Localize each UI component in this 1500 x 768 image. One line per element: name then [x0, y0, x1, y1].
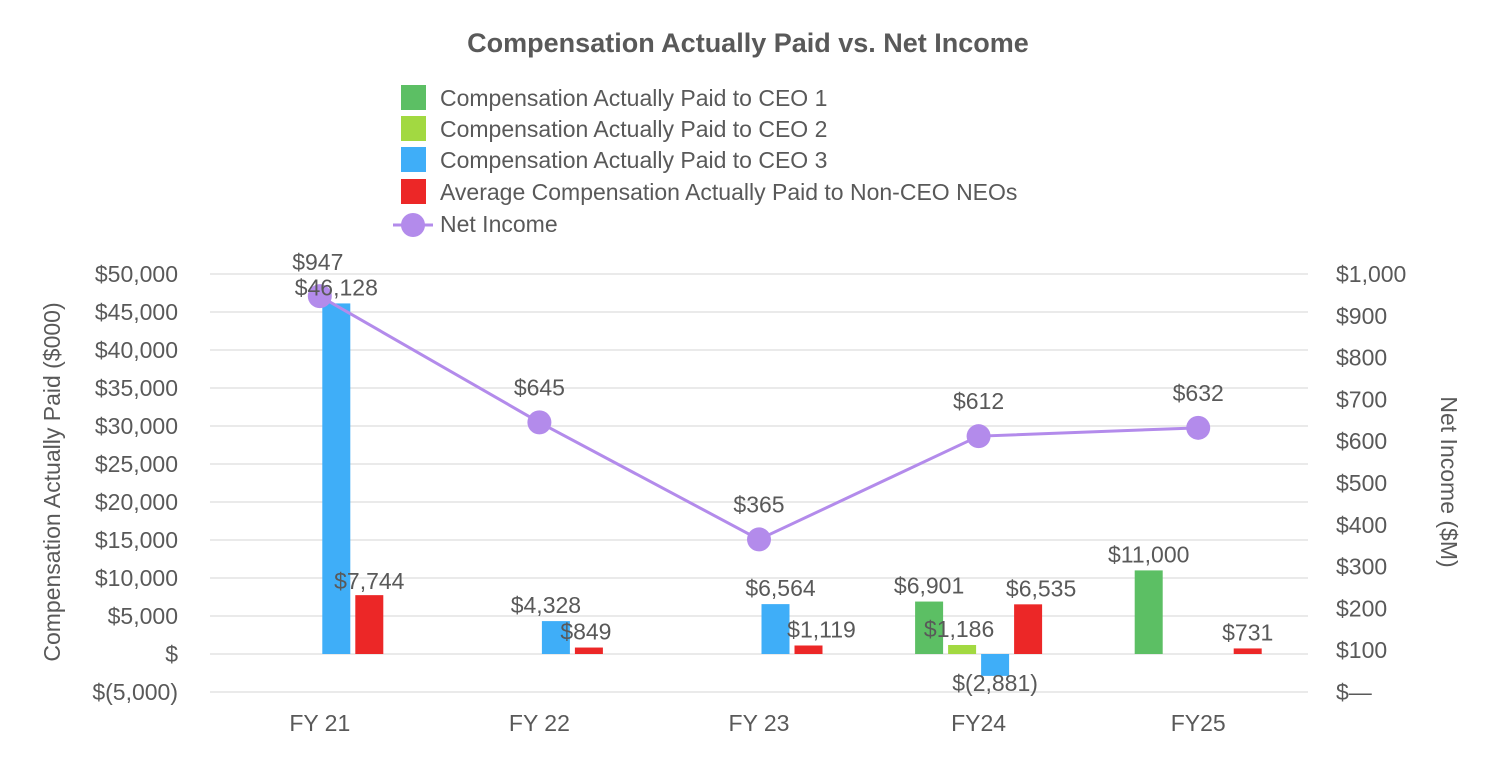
x-tick-label: FY24 — [951, 710, 1006, 736]
bar-data-label: $4,328 — [511, 592, 581, 618]
bar — [541, 621, 570, 654]
y-tick-label-right: $500 — [1336, 470, 1387, 496]
bar — [1134, 570, 1163, 654]
y-tick-label-left: $25,000 — [95, 451, 178, 477]
bar — [794, 645, 823, 654]
y-tick-label-right: $— — [1336, 679, 1372, 705]
line-data-label: $632 — [1173, 380, 1224, 406]
bar-data-label: $(2,881) — [952, 670, 1038, 696]
legend-label-ceo2: Compensation Actually Paid to CEO 2 — [440, 116, 827, 142]
legend: Compensation Actually Paid to CEO 1 Comp… — [393, 85, 1017, 237]
net-income-point — [527, 410, 552, 435]
y-tick-label-right: $800 — [1336, 345, 1387, 371]
y-axis-right-ticks: $1,000 $900 $800 $700 $600 $500 $400 $300 $200 $1… — [1336, 261, 1406, 705]
y-tick-label-right: $900 — [1336, 303, 1387, 329]
legend-marker-net-income — [401, 213, 425, 237]
y-tick-label-left: $40,000 — [95, 337, 178, 363]
y-axis-left-title: Compensation Actually Paid ($000) — [39, 302, 65, 661]
bar-data-label: $6,535 — [1006, 575, 1076, 601]
y-tick-label-right: $600 — [1336, 428, 1387, 454]
net-income-point — [1186, 415, 1211, 440]
x-tick-label: FY 21 — [289, 710, 350, 736]
legend-swatch-ceo3 — [401, 147, 426, 172]
line-data-label: $612 — [953, 388, 1004, 414]
legend-label-ceo3: Compensation Actually Paid to CEO 3 — [440, 147, 827, 173]
y-tick-label-right: $700 — [1336, 386, 1387, 412]
bar-data-label: $1,119 — [787, 616, 856, 642]
legend-label-net-income: Net Income — [440, 211, 558, 237]
bar — [1233, 648, 1262, 654]
bar-data-label: $11,000 — [1108, 541, 1189, 567]
legend-swatch-non-ceo-neos — [401, 179, 426, 204]
y-tick-label-left: $45,000 — [95, 299, 178, 325]
x-axis-ticks: FY 21 FY 22 FY 23 FY24 FY25 — [289, 710, 1225, 736]
x-tick-label: FY25 — [1171, 710, 1226, 736]
line-data-label: $645 — [514, 374, 565, 400]
y-tick-label-right: $300 — [1336, 554, 1387, 580]
y-tick-label-right: $1,000 — [1336, 261, 1406, 287]
bar-data-label: $46,128 — [295, 274, 378, 300]
net-income-line-group — [307, 284, 1211, 552]
bar — [322, 303, 351, 654]
gridlines — [210, 273, 1308, 693]
bar-data-label: $7,744 — [334, 568, 405, 594]
x-tick-label: FY 23 — [729, 710, 790, 736]
data-labels: $6,901 $11,000 $1,186 $46,128 $4,328 $6,564 $(… — [292, 249, 1273, 696]
y-tick-label-right: $200 — [1336, 595, 1387, 621]
bar-data-label: $6,564 — [745, 575, 816, 601]
y-tick-label-left: $50,000 — [95, 261, 178, 287]
x-tick-label: FY 22 — [509, 710, 570, 736]
bar — [355, 595, 384, 654]
net-income-point — [966, 424, 991, 449]
bar-data-label: $731 — [1222, 619, 1273, 645]
bar-data-label: $1,186 — [924, 616, 994, 642]
y-tick-label-left: $10,000 — [95, 565, 178, 591]
y-tick-label-left: $30,000 — [95, 413, 178, 439]
bar — [574, 647, 603, 654]
y-tick-label-left: $(5,000) — [92, 679, 178, 705]
legend-label-non-ceo-neos: Average Compensation Actually Paid to No… — [440, 179, 1017, 205]
y-axis-left-ticks: $50,000 $45,000 $40,000 $35,000 $30,000 $25,0… — [92, 261, 178, 705]
bar-data-label: $849 — [560, 619, 611, 645]
bar-data-label: $6,901 — [894, 573, 964, 599]
y-tick-label-left: $20,000 — [95, 489, 178, 515]
bar — [915, 601, 944, 654]
legend-swatch-ceo2 — [401, 116, 426, 141]
line-data-label: $365 — [733, 491, 784, 517]
y-tick-label-left: $ — [165, 641, 178, 667]
net-income-point — [307, 284, 332, 309]
bar — [948, 644, 977, 654]
y-tick-label-left: $15,000 — [95, 527, 178, 553]
line-data-label: $947 — [292, 249, 343, 275]
legend-label-ceo1: Compensation Actually Paid to CEO 1 — [440, 85, 827, 111]
bars — [322, 303, 1262, 676]
bar — [981, 654, 1010, 676]
bar — [1014, 604, 1043, 654]
chart-title: Compensation Actually Paid vs. Net Incom… — [467, 28, 1029, 58]
y-tick-label-right: $100 — [1336, 637, 1387, 663]
y-tick-label-right: $400 — [1336, 512, 1387, 538]
y-tick-label-left: $5,000 — [108, 603, 178, 629]
net-income-point — [747, 527, 771, 552]
legend-swatch-ceo1 — [401, 85, 426, 110]
y-tick-label-left: $35,000 — [95, 375, 178, 401]
y-axis-right-title: Net Income ($M) — [1436, 396, 1462, 567]
bar — [761, 604, 790, 654]
